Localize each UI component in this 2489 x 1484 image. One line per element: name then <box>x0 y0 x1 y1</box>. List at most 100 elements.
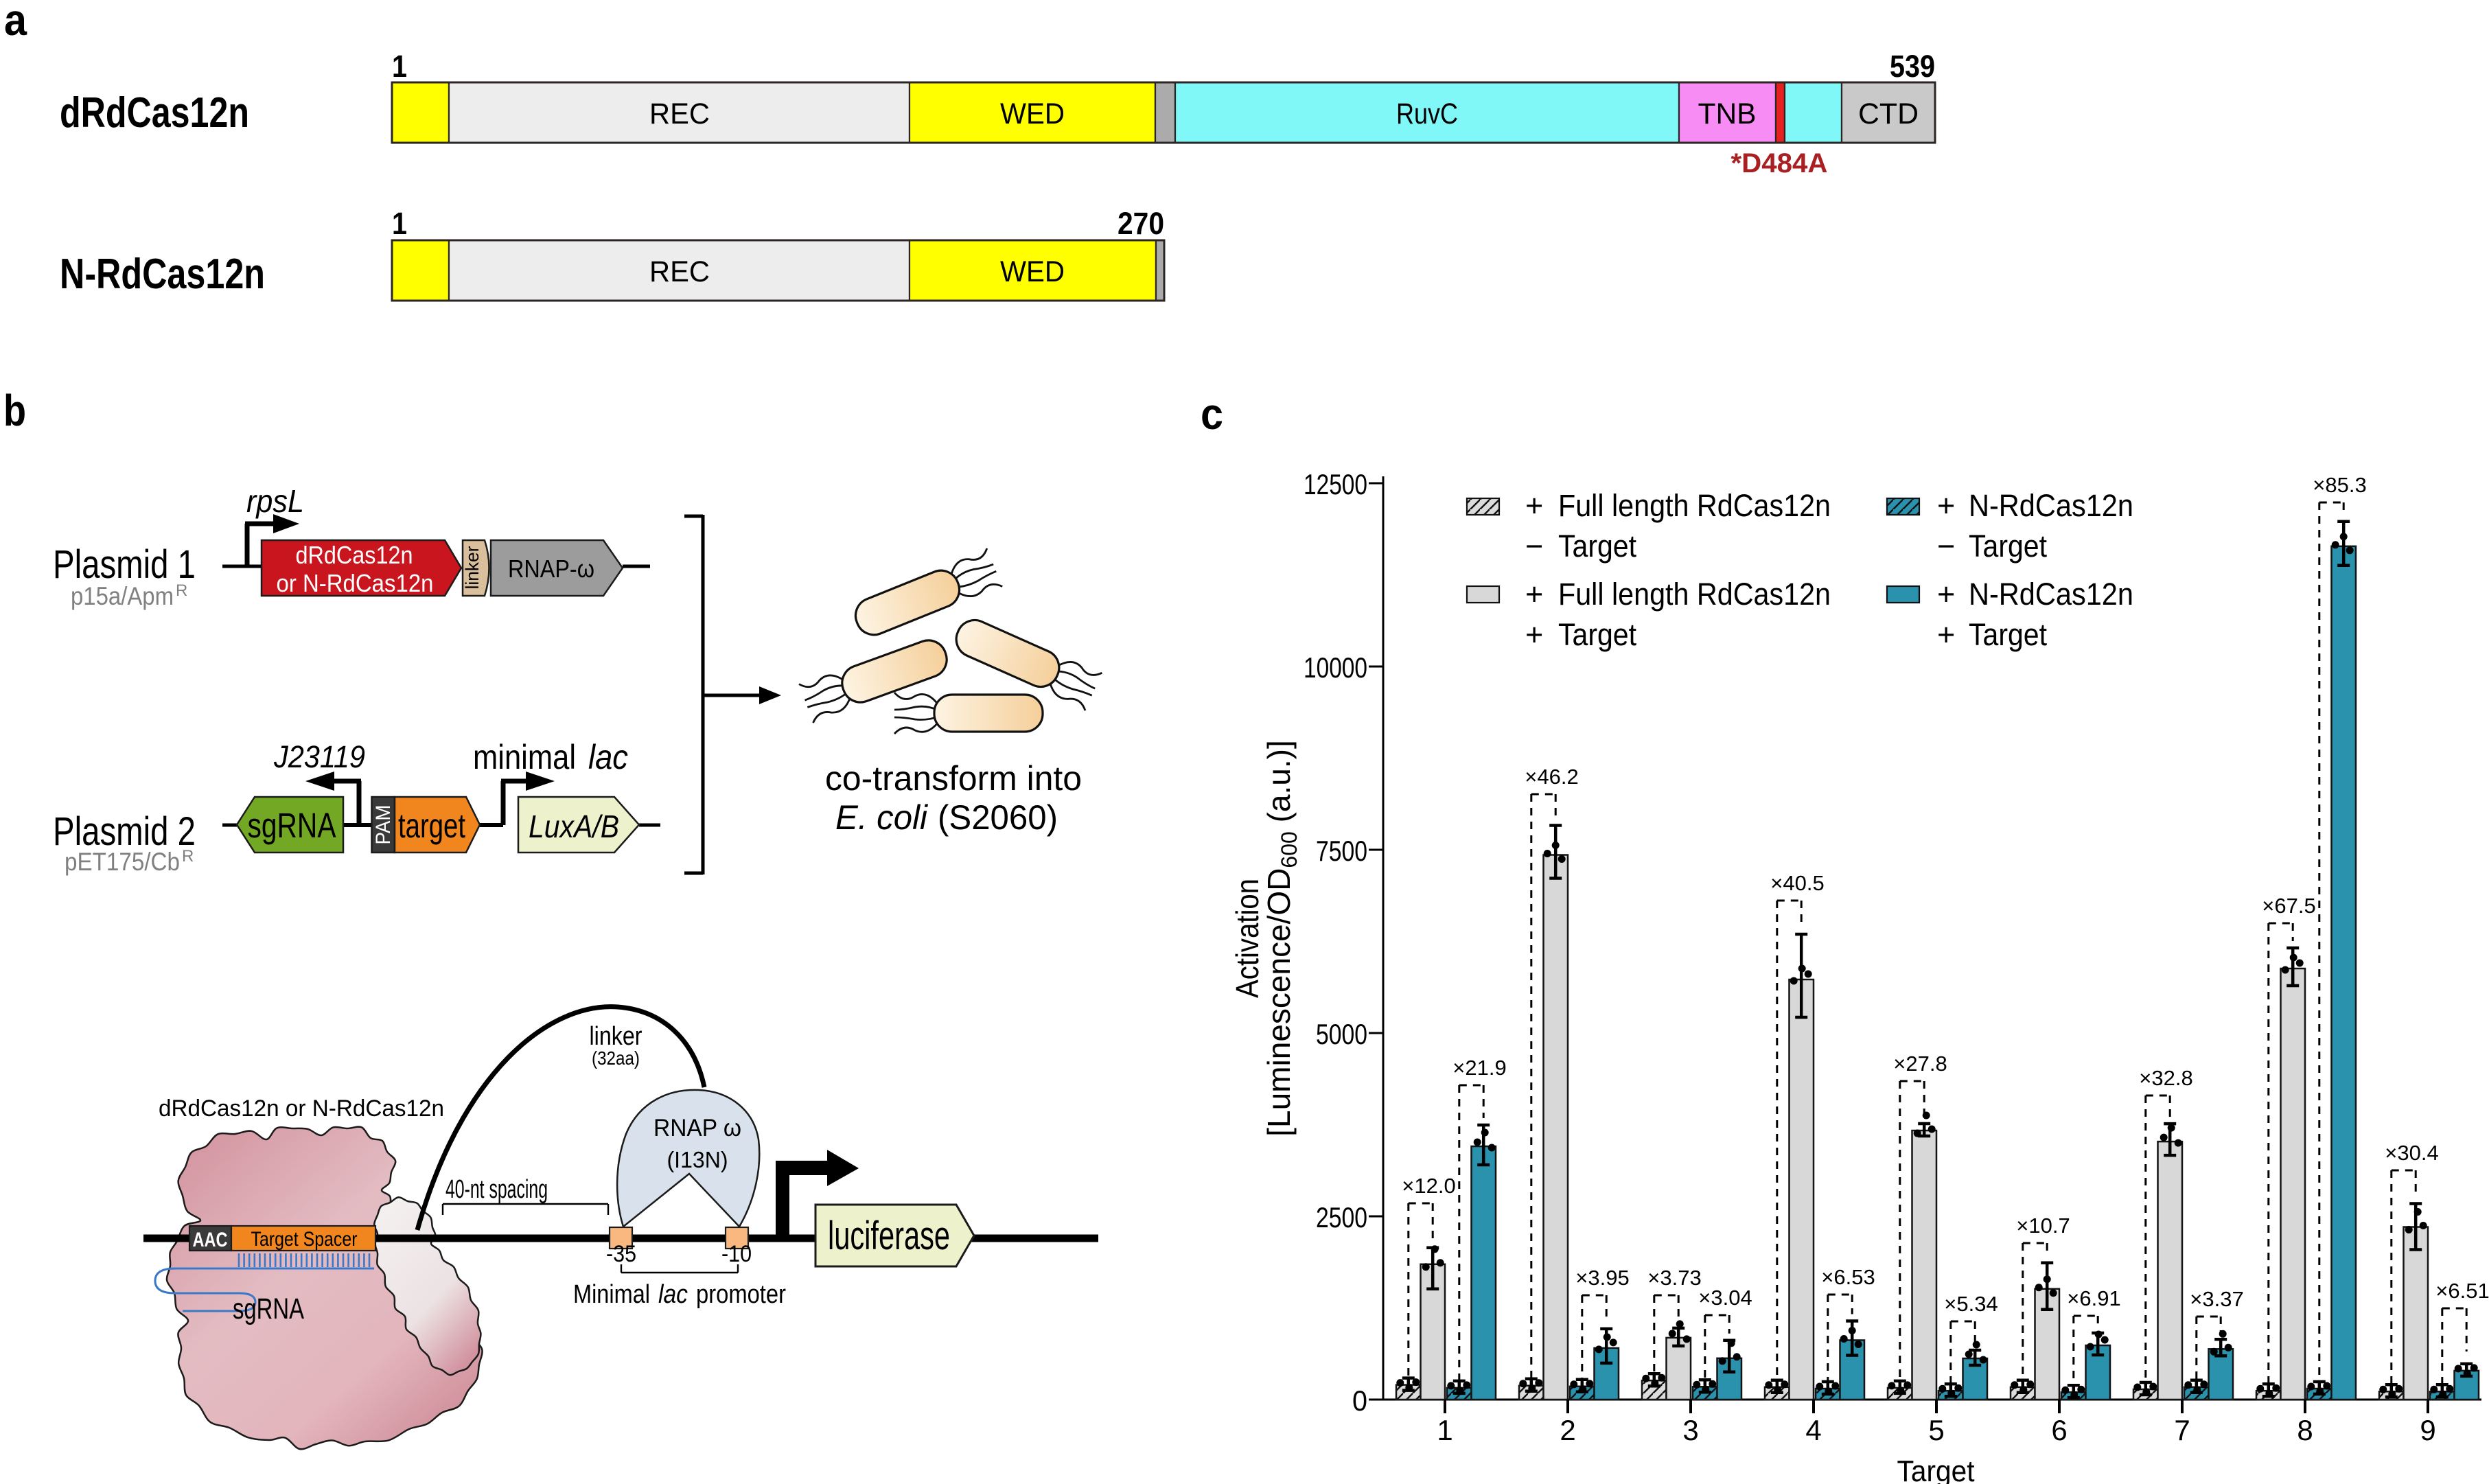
svg-text:×67.5: ×67.5 <box>2262 894 2315 918</box>
svg-text:Plasmid 2: Plasmid 2 <box>53 809 196 854</box>
svg-text:×6.53: ×6.53 <box>1821 1265 1875 1289</box>
svg-text:1: 1 <box>392 206 407 241</box>
svg-text:3: 3 <box>1682 1414 1698 1446</box>
svg-text:Target Spacer: Target Spacer <box>251 1228 358 1251</box>
svg-text:*D484A: *D484A <box>1731 148 1828 178</box>
svg-text:WED: WED <box>1000 97 1065 130</box>
svg-text:4: 4 <box>1805 1414 1821 1446</box>
svg-text:−: − <box>1937 529 1955 564</box>
svg-text:×85.3: ×85.3 <box>2313 473 2366 497</box>
svg-text:AAC: AAC <box>193 1229 228 1251</box>
svg-text:5: 5 <box>1928 1414 1944 1446</box>
svg-text:dRdCas12n: dRdCas12n <box>296 541 413 569</box>
svg-text:luciferase: luciferase <box>828 1214 950 1258</box>
svg-text:PAM: PAM <box>372 805 395 845</box>
svg-text:Full length RdCas12n: Full length RdCas12n <box>1558 577 1831 612</box>
svg-text:c: c <box>1201 389 1223 439</box>
svg-text:×27.8: ×27.8 <box>1893 1052 1947 1076</box>
svg-text:2: 2 <box>1560 1414 1575 1446</box>
svg-text:Target: Target <box>1969 529 2047 564</box>
svg-text:RNAP ω: RNAP ω <box>653 1115 741 1141</box>
svg-text:8: 8 <box>2297 1414 2313 1446</box>
svg-text:R: R <box>176 581 187 600</box>
svg-text:10000: 10000 <box>1304 651 1367 684</box>
svg-text:CTD: CTD <box>1858 97 1919 130</box>
svg-text:[Luminescence/OD600 (a.u.)]: [Luminescence/OD600 (a.u.)] <box>1261 740 1301 1137</box>
svg-text:6: 6 <box>2051 1414 2067 1446</box>
svg-text:-35: -35 <box>606 1241 636 1267</box>
svg-text:or N-RdCas12n: or N-RdCas12n <box>277 569 434 597</box>
svg-text:×46.2: ×46.2 <box>1525 765 1578 789</box>
svg-text:Activation: Activation <box>1229 879 1265 998</box>
svg-text:(I13N): (I13N) <box>667 1147 728 1172</box>
svg-text:539: 539 <box>1890 49 1935 84</box>
svg-text:REC: REC <box>649 255 710 288</box>
svg-text:1: 1 <box>1437 1414 1452 1446</box>
svg-text:REC: REC <box>649 97 710 130</box>
svg-text:R: R <box>182 847 194 866</box>
svg-text:RNAP-ω: RNAP-ω <box>508 555 594 583</box>
svg-text:×21.9: ×21.9 <box>1452 1056 1506 1080</box>
svg-text:lac: lac <box>588 738 628 776</box>
svg-text:sgRNA: sgRNA <box>233 1292 304 1325</box>
svg-text:dRdCas12n or N-RdCas12n: dRdCas12n or N-RdCas12n <box>159 1095 444 1122</box>
svg-text:Target: Target <box>1897 1454 1975 1484</box>
svg-text:dRdCas12n: dRdCas12n <box>60 89 249 137</box>
svg-text:target: target <box>398 807 465 845</box>
svg-text:+: + <box>1525 488 1543 523</box>
svg-text:(32aa): (32aa) <box>592 1047 640 1069</box>
svg-text:×12.0: ×12.0 <box>1402 1174 1455 1198</box>
svg-text:promoter: promoter <box>696 1280 786 1309</box>
svg-text:×3.95: ×3.95 <box>1575 1266 1629 1290</box>
svg-text:linker: linker <box>590 1022 642 1051</box>
svg-text:×32.8: ×32.8 <box>2139 1066 2192 1090</box>
svg-text:×3.73: ×3.73 <box>1647 1266 1701 1290</box>
svg-text:7: 7 <box>2174 1414 2190 1446</box>
svg-text:×6.91: ×6.91 <box>2067 1286 2120 1310</box>
svg-text:pET175/Cb: pET175/Cb <box>65 848 180 876</box>
svg-text:Minimal: Minimal <box>573 1280 650 1309</box>
svg-text:Plasmid 1: Plasmid 1 <box>53 542 196 587</box>
svg-text:×40.5: ×40.5 <box>1770 871 1824 895</box>
svg-text:9: 9 <box>2420 1414 2435 1446</box>
svg-text:40-nt spacing: 40-nt spacing <box>445 1175 548 1204</box>
svg-text:×3.04: ×3.04 <box>1698 1286 1752 1310</box>
svg-text:1: 1 <box>392 49 407 84</box>
svg-text:sgRNA: sgRNA <box>248 806 336 845</box>
svg-text:TNB: TNB <box>1698 97 1757 130</box>
svg-text:co-transform into: co-transform into <box>825 759 1082 798</box>
svg-text:+: + <box>1937 577 1955 612</box>
svg-text:12500: 12500 <box>1304 468 1367 500</box>
svg-text:+: + <box>1937 488 1955 523</box>
svg-text:0: 0 <box>1352 1384 1367 1417</box>
svg-text:Target: Target <box>1558 529 1636 564</box>
svg-text:×6.51: ×6.51 <box>2435 1279 2489 1303</box>
svg-text:rpsL: rpsL <box>246 483 304 519</box>
svg-text:lac: lac <box>658 1280 688 1309</box>
svg-text:-10: -10 <box>721 1241 752 1267</box>
svg-text:LuxA/B: LuxA/B <box>529 809 619 844</box>
svg-text:Target: Target <box>1969 617 2047 652</box>
svg-text:linker: linker <box>462 546 483 590</box>
svg-text:Target: Target <box>1558 617 1636 652</box>
svg-text:5000: 5000 <box>1316 1018 1367 1050</box>
svg-text:E. coli: E. coli <box>835 798 929 837</box>
svg-text:N-RdCas12n: N-RdCas12n <box>1969 577 2133 612</box>
svg-text:−: − <box>1525 529 1543 564</box>
svg-text:+: + <box>1525 617 1543 652</box>
svg-text:N-RdCas12n: N-RdCas12n <box>1969 488 2133 523</box>
svg-text:Full length RdCas12n: Full length RdCas12n <box>1558 488 1831 523</box>
svg-text:270: 270 <box>1118 206 1164 241</box>
svg-text:+: + <box>1525 577 1543 612</box>
svg-text:J23119: J23119 <box>273 739 365 774</box>
svg-text:2500: 2500 <box>1316 1201 1367 1233</box>
svg-text:b: b <box>3 386 26 435</box>
svg-text:WED: WED <box>1000 255 1065 288</box>
svg-text:a: a <box>4 0 27 45</box>
svg-text:(S2060): (S2060) <box>938 798 1058 837</box>
svg-text:RuvC: RuvC <box>1396 97 1458 130</box>
svg-text:×5.34: ×5.34 <box>1944 1292 1998 1316</box>
svg-text:×30.4: ×30.4 <box>2385 1141 2438 1165</box>
svg-text:p15a/Apm: p15a/Apm <box>71 582 174 610</box>
svg-text:×3.37: ×3.37 <box>2190 1287 2243 1311</box>
